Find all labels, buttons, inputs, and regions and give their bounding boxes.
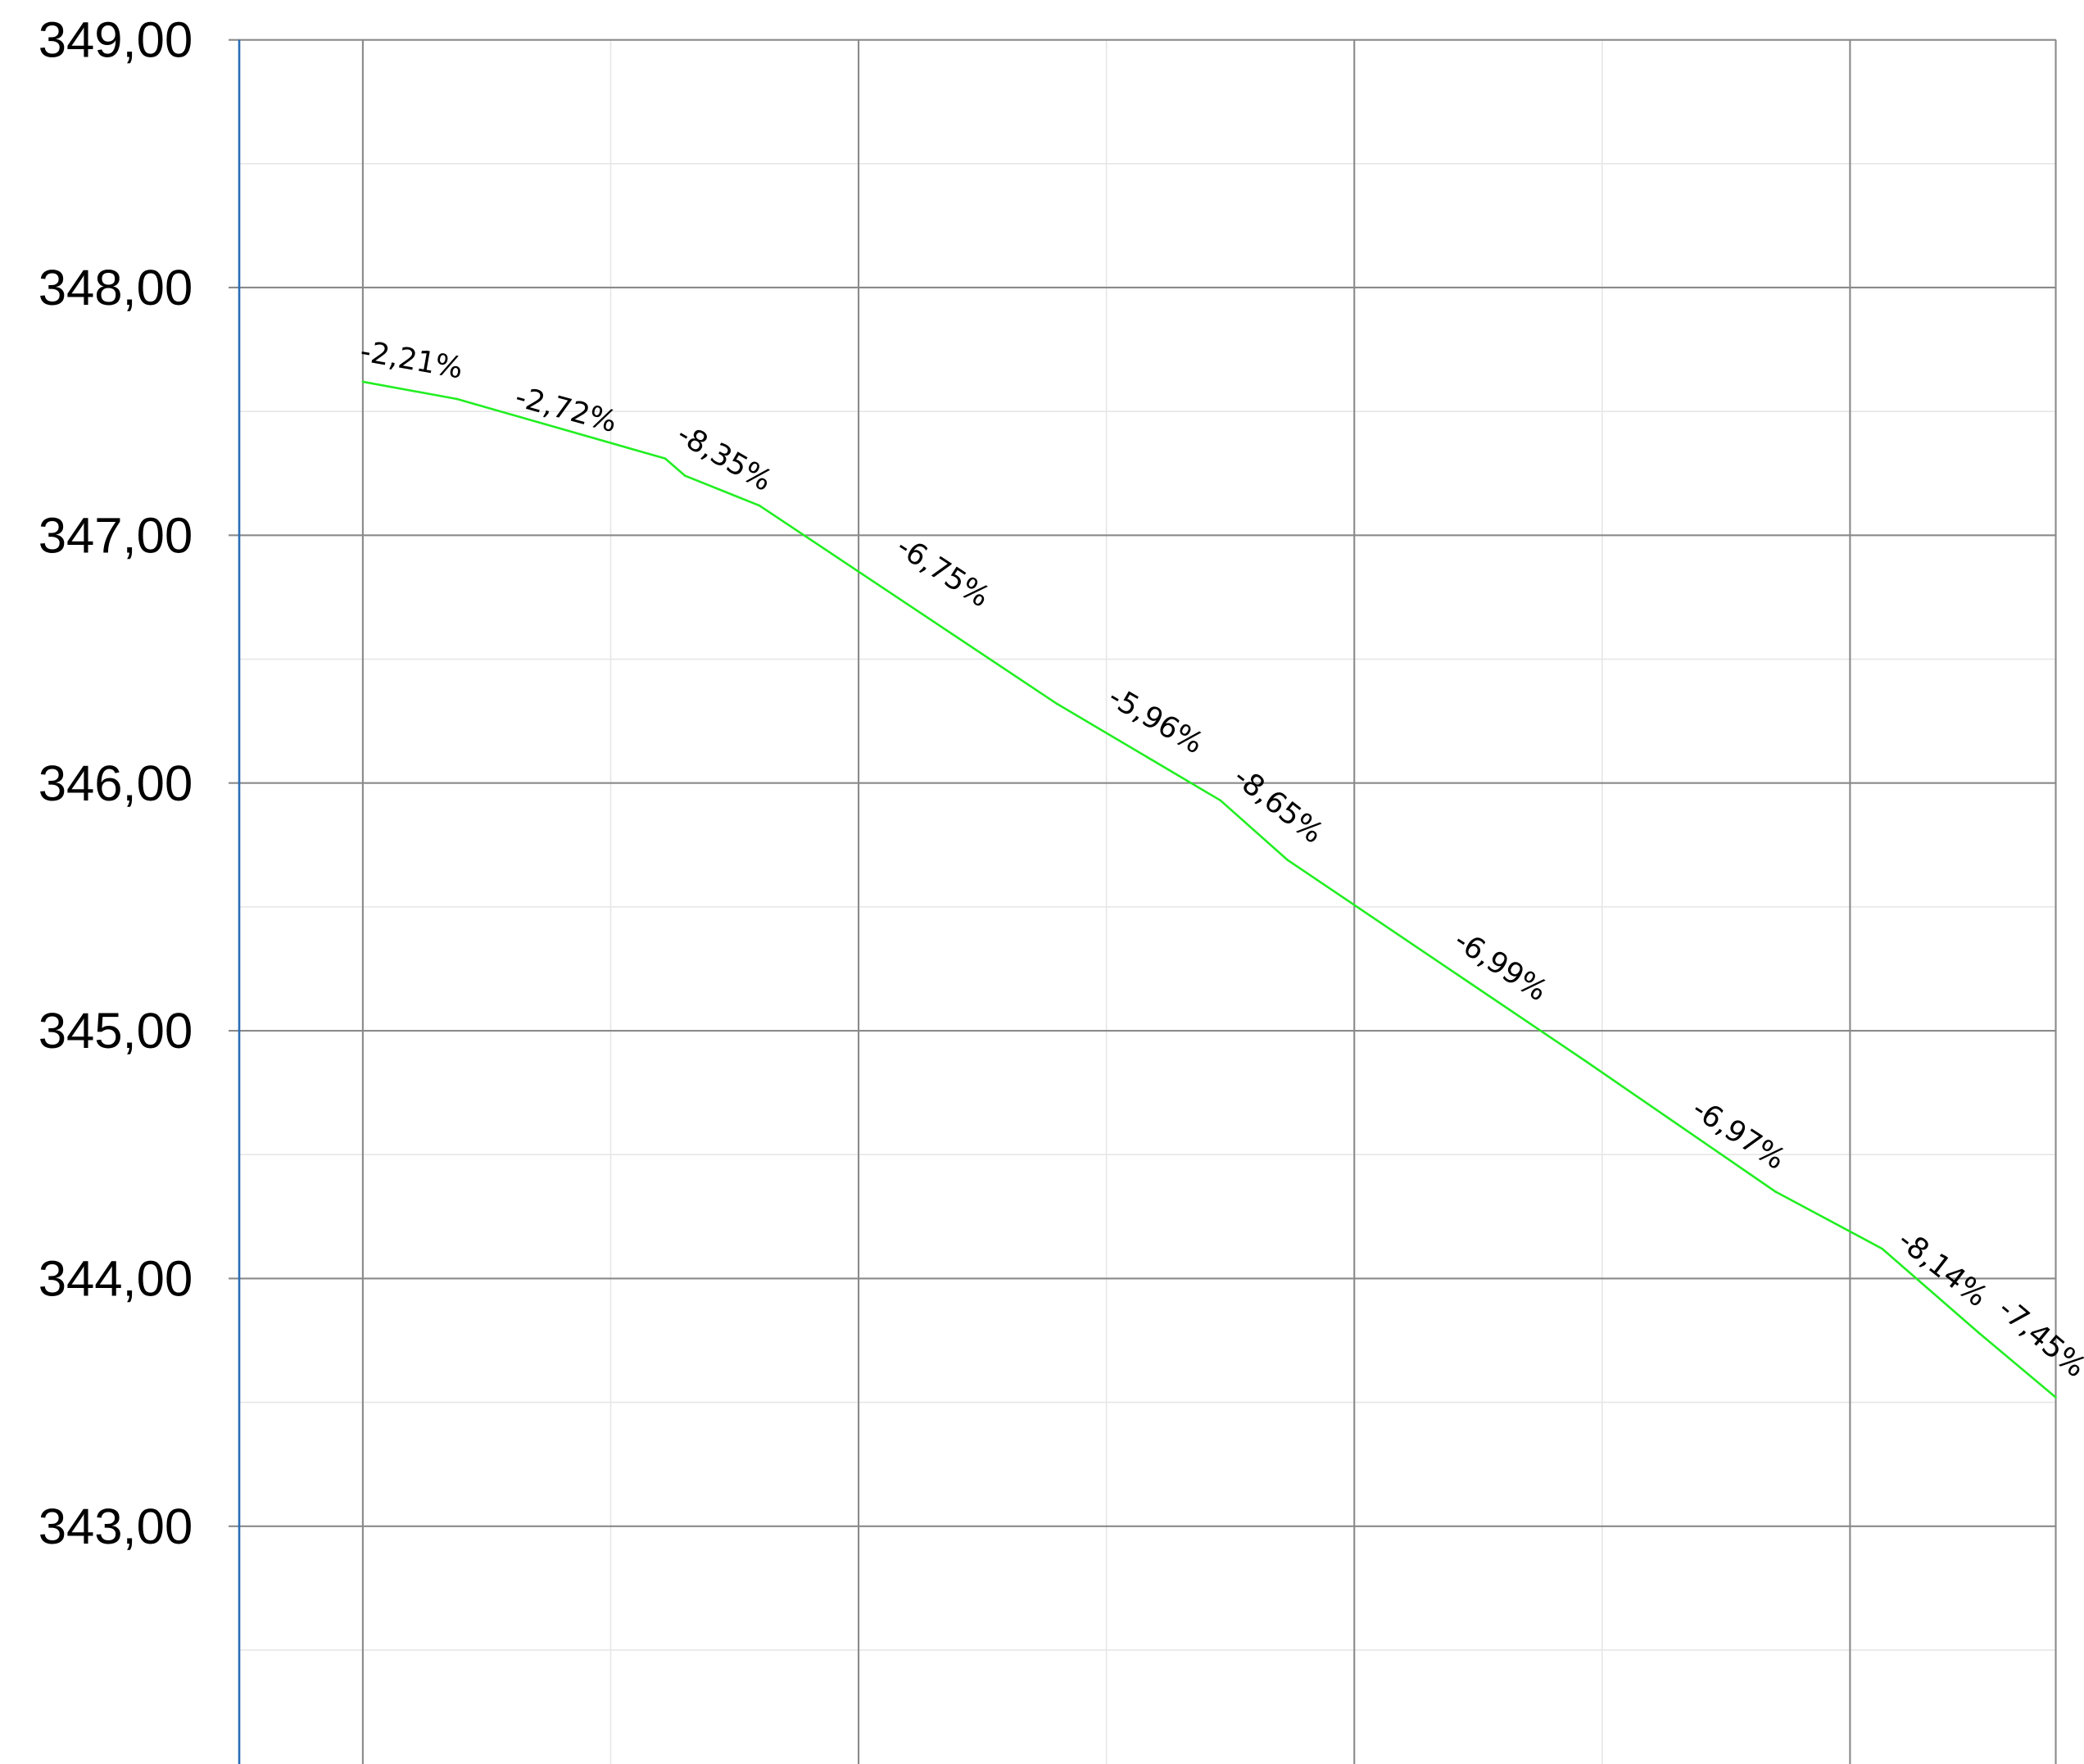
slope-label: -5,96% [1103, 680, 1209, 761]
slope-label: -6,75% [890, 530, 995, 614]
slope-label: -2,21% [358, 334, 465, 385]
y-tick-label: 349,00 [39, 12, 193, 69]
elevation-point [1978, 1331, 1981, 1335]
elevation-point [1881, 1247, 1884, 1250]
y-tick-label: 347,00 [39, 507, 193, 564]
major-gridlines [229, 39, 2057, 1764]
elevation-point [1219, 799, 1222, 802]
elevation-line [362, 380, 2057, 1399]
elevation-point [2055, 1396, 2057, 1399]
slope-label: -8,65% [1227, 760, 1330, 850]
elevation-point [361, 380, 365, 383]
slope-label: -6,97% [1686, 1092, 1791, 1177]
elevation-point [1286, 859, 1289, 861]
elevation-point [455, 397, 459, 401]
elevation-point [1774, 1190, 1777, 1193]
y-tick-labels: 349,00 348,00 347,00 346,00 345,00 344,00 343,… [39, 12, 193, 1555]
slope-labels: -2,21%-2,72%-8,35%-6,75%-5,96%-8,65%-6,9… [358, 334, 2084, 1384]
slope-label: -6,99% [1448, 923, 1553, 1008]
elevation-point [758, 504, 761, 507]
y-tick-label: 346,00 [39, 755, 193, 812]
y-tick-label: 343,00 [39, 1499, 193, 1555]
series-group [361, 380, 2057, 1399]
elevation-point [1055, 702, 1058, 705]
elevation-point [664, 457, 667, 460]
elevation-point [683, 474, 686, 478]
y-tick-label: 344,00 [39, 1251, 193, 1308]
elevation-point [1583, 1059, 1586, 1062]
slope-label: -8,35% [671, 417, 777, 498]
minor-gridlines [239, 39, 2056, 1764]
y-tick-label: 345,00 [39, 1003, 193, 1059]
y-tick-label: 348,00 [39, 260, 193, 316]
slope-label: -7,45% [1991, 1292, 2084, 1384]
